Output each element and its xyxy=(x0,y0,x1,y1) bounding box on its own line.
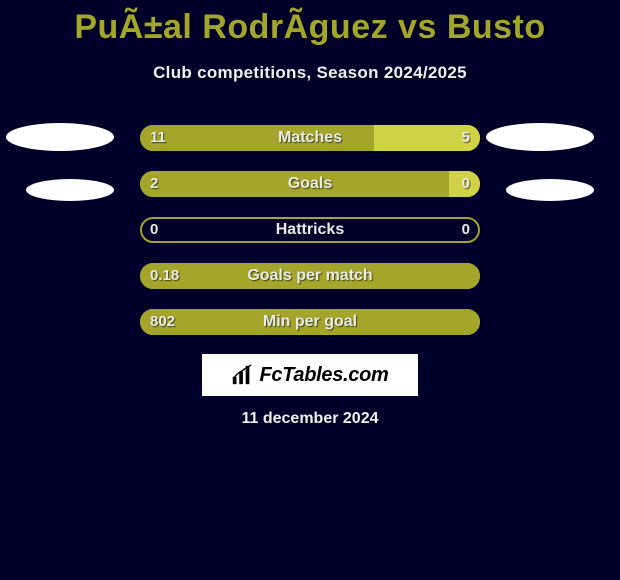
decorative-ellipse xyxy=(26,179,114,201)
stat-label: Min per goal xyxy=(140,309,480,335)
stat-row: 00Hattricks xyxy=(0,207,620,253)
stat-label: Goals xyxy=(140,171,480,197)
decorative-ellipse xyxy=(506,179,594,201)
page-title: PuÃ±al RodrÃ­guez vs Busto xyxy=(0,0,620,47)
stat-row: 0.18Goals per match xyxy=(0,253,620,299)
logo-text: FcTables.com xyxy=(259,364,388,387)
stat-bar: 00Hattricks xyxy=(140,217,480,243)
stat-bar: 0.18Goals per match xyxy=(140,263,480,289)
subtitle: Club competitions, Season 2024/2025 xyxy=(0,63,620,83)
stat-bar: 115Matches xyxy=(140,125,480,151)
stat-bar: 802Min per goal xyxy=(140,309,480,335)
stat-label: Hattricks xyxy=(140,217,480,243)
barchart-icon xyxy=(231,364,253,386)
fctables-logo: FcTables.com xyxy=(202,354,418,396)
decorative-ellipse xyxy=(6,123,114,151)
stat-label: Matches xyxy=(140,125,480,151)
footer-date: 11 december 2024 xyxy=(0,410,620,428)
stat-bar: 20Goals xyxy=(140,171,480,197)
decorative-ellipse xyxy=(486,123,594,151)
stat-row: 802Min per goal xyxy=(0,299,620,345)
stat-label: Goals per match xyxy=(140,263,480,289)
